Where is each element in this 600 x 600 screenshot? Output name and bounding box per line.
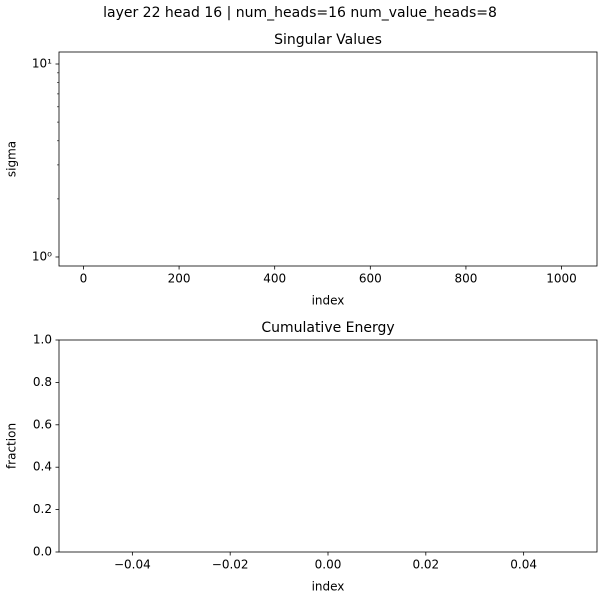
- y-tick-label: 10¹: [32, 57, 52, 71]
- x-tick-label: −0.04: [114, 558, 151, 572]
- axes-title: Cumulative Energy: [261, 320, 394, 336]
- axes-frame: [58, 339, 598, 553]
- x-tick-label: 0.02: [412, 558, 439, 572]
- y-tick-label: 0.6: [33, 417, 52, 431]
- y-axis-label: fraction: [5, 423, 19, 469]
- y-tick-label: 0.4: [33, 460, 52, 474]
- y-tick-label: 0.2: [33, 502, 52, 516]
- y-tick-label: 0.8: [33, 375, 52, 389]
- y-tick-label: 1.0: [33, 333, 52, 347]
- y-tick-label: 10⁰: [32, 249, 52, 263]
- axes-frame: [58, 51, 598, 267]
- x-axis-label: index: [312, 294, 345, 308]
- figure-title: layer 22 head 16 | num_heads=16 num_valu…: [103, 5, 497, 21]
- x-tick-label: 0.04: [510, 558, 537, 572]
- axes-title: Singular Values: [274, 32, 382, 48]
- x-tick-label: 0: [80, 272, 88, 286]
- x-axis-label: index: [312, 580, 345, 594]
- y-tick-label: 0.0: [33, 545, 52, 559]
- x-tick-label: −0.02: [212, 558, 249, 572]
- x-tick-label: 1000: [546, 272, 577, 286]
- x-tick-label: 0.00: [315, 558, 342, 572]
- y-axis-label: sigma: [5, 141, 19, 177]
- x-tick-label: 600: [359, 272, 382, 286]
- x-tick-label: 200: [168, 272, 191, 286]
- x-tick-label: 800: [454, 272, 477, 286]
- x-tick-label: 400: [263, 272, 286, 286]
